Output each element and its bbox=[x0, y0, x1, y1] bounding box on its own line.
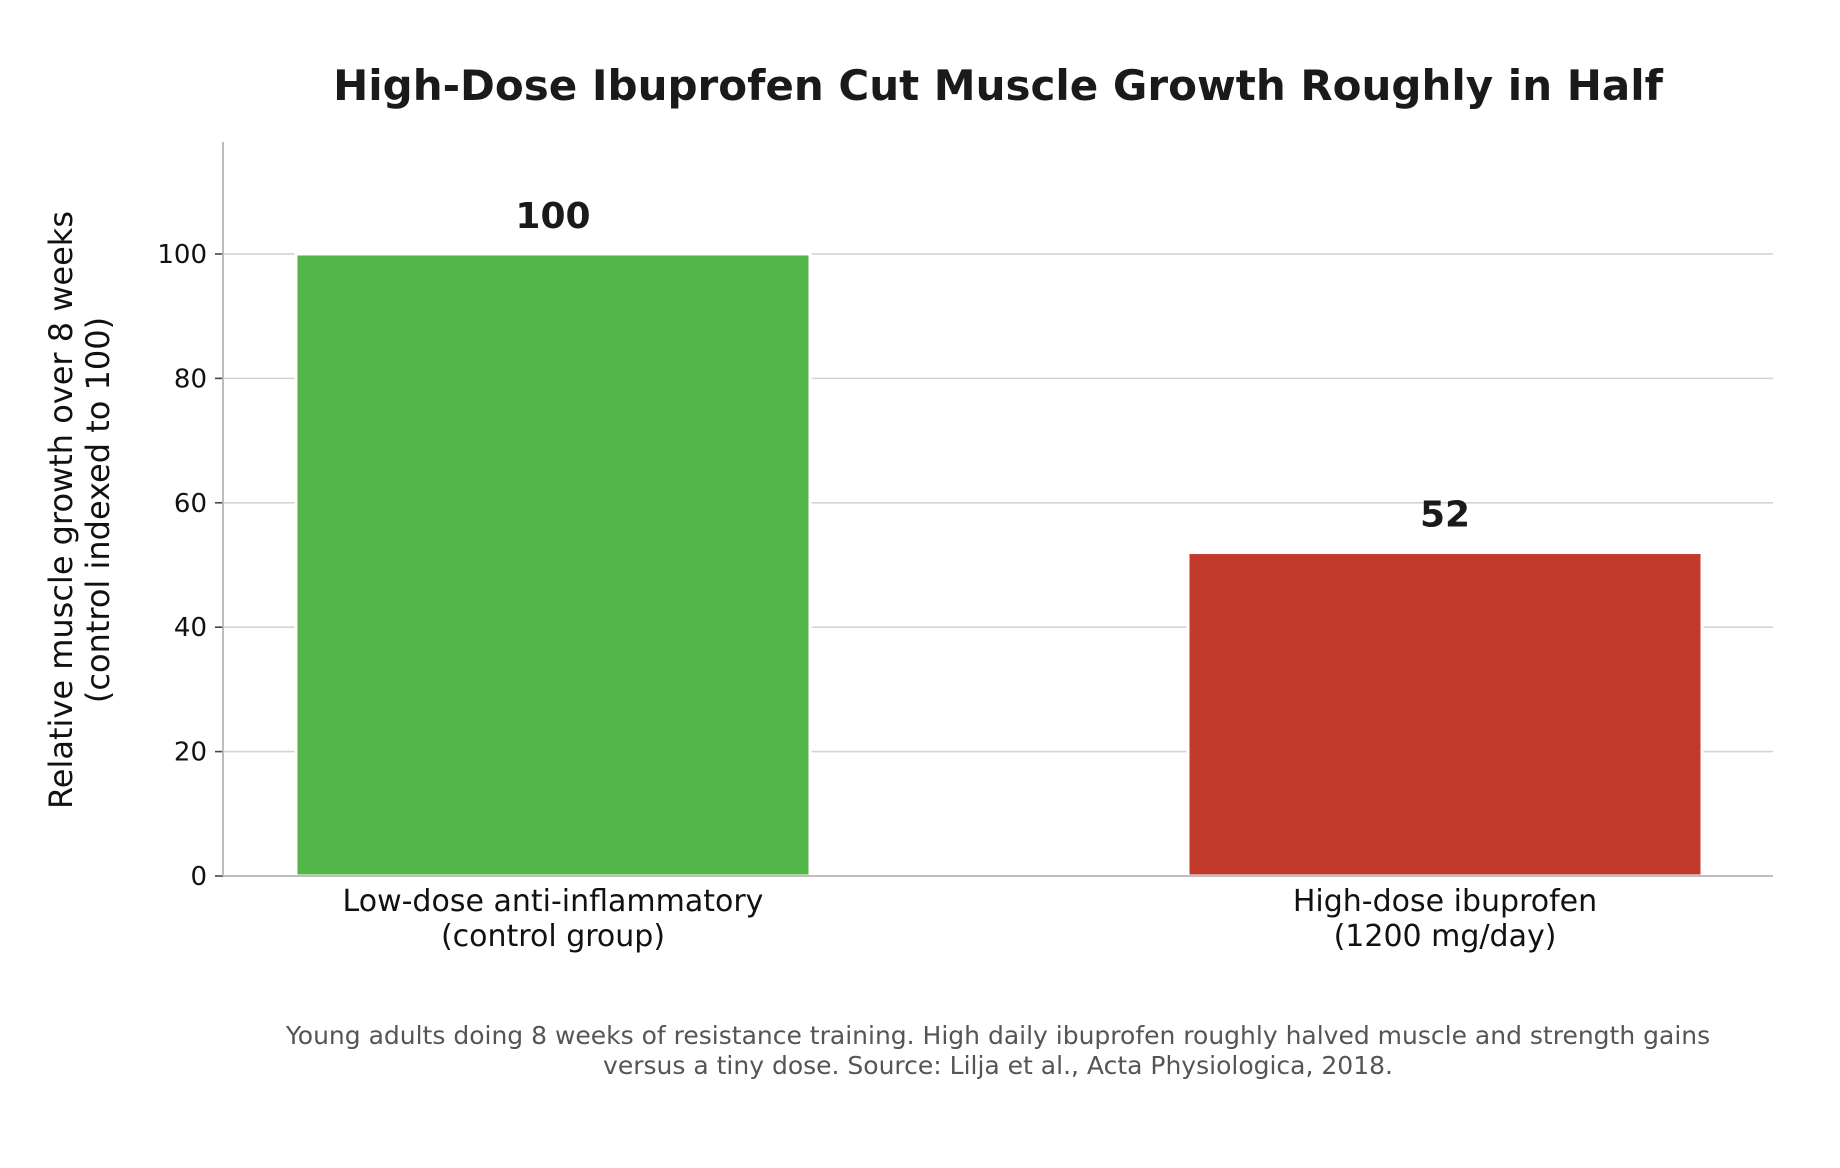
y-axis-label: Relative muscle growth over 8 weeks (cont… bbox=[42, 211, 117, 809]
y-tick-label-40: 40 bbox=[174, 613, 207, 643]
chart-title: High-Dose Ibuprofen Cut Muscle Growth Ro… bbox=[333, 61, 1663, 110]
y-tick-label-20: 20 bbox=[174, 738, 207, 768]
value-label-1: 52 bbox=[1420, 495, 1470, 536]
x-category-label-0-line-0: Low-dose anti-inflammatory bbox=[343, 884, 764, 919]
bar-1 bbox=[1186, 551, 1704, 878]
bars bbox=[294, 252, 1704, 878]
y-tick-label-80: 80 bbox=[174, 364, 207, 394]
x-category-labels: Low-dose anti-inflammatory(control group… bbox=[343, 884, 1598, 954]
y-axis-label-line-1: (control indexed to 100) bbox=[79, 317, 117, 703]
y-tick-labels: 0 20 40 60 80 100 bbox=[157, 240, 207, 892]
value-labels: 100 52 bbox=[515, 196, 1470, 536]
x-category-label-1-line-1: (1200 mg/day) bbox=[1334, 919, 1557, 954]
caption-line-0: Young adults doing 8 weeks of resistance… bbox=[285, 1021, 1710, 1050]
axes bbox=[215, 142, 1773, 877]
value-label-0: 100 bbox=[515, 196, 590, 237]
y-tick-label-0: 0 bbox=[190, 862, 207, 892]
y-axis-label-line-0: Relative muscle growth over 8 weeks bbox=[42, 211, 80, 809]
y-tick-label-60: 60 bbox=[174, 489, 207, 519]
x-category-label-0-line-1: (control group) bbox=[441, 919, 665, 954]
bar-0 bbox=[294, 252, 812, 878]
y-tick-label-100: 100 bbox=[157, 240, 207, 270]
caption-line-1: versus a tiny dose. Source: Lilja et al.… bbox=[603, 1051, 1393, 1080]
chart-caption: Young adults doing 8 weeks of resistance… bbox=[285, 1021, 1710, 1080]
x-category-label-1-line-0: High-dose ibuprofen bbox=[1293, 884, 1597, 919]
